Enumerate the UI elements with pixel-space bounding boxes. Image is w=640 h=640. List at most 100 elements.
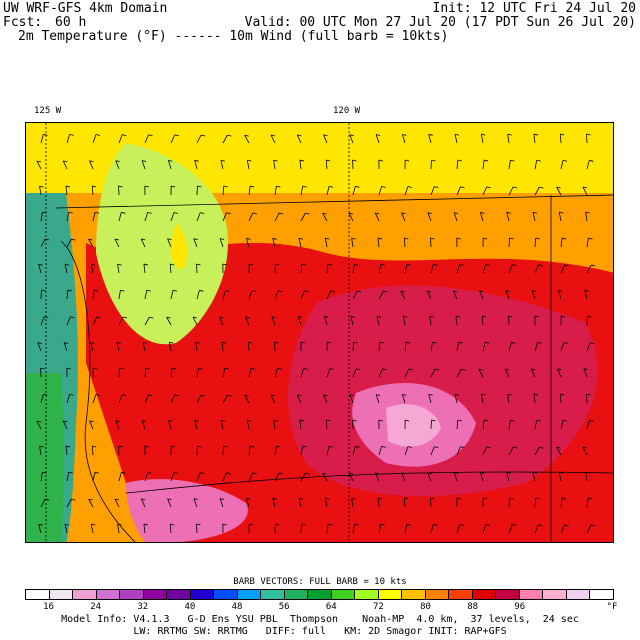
wind-barb bbox=[456, 237, 461, 248]
wind-barb bbox=[40, 393, 48, 404]
wind-barb bbox=[456, 341, 463, 352]
wind-barb bbox=[478, 368, 484, 378]
wind-barb bbox=[352, 523, 359, 534]
wind-barb bbox=[508, 497, 514, 508]
wind-barb bbox=[144, 472, 152, 482]
colorbar-swatch bbox=[190, 590, 215, 599]
wind-barb bbox=[378, 446, 386, 456]
wind-barb bbox=[248, 185, 255, 196]
colorbar-swatch bbox=[96, 590, 121, 599]
wind-barb bbox=[508, 341, 516, 352]
wind-barb bbox=[248, 472, 257, 482]
wind-barb bbox=[222, 445, 228, 456]
wind-barb bbox=[270, 134, 276, 144]
wind-barb bbox=[63, 342, 69, 352]
wind-barb bbox=[144, 134, 153, 144]
wind-barb bbox=[583, 368, 588, 378]
wind-barb bbox=[586, 419, 594, 430]
wind-barb bbox=[196, 134, 206, 144]
wind-barb bbox=[247, 341, 253, 352]
wind-barb bbox=[585, 211, 590, 222]
wind-barb bbox=[506, 471, 511, 482]
wind-barb bbox=[325, 159, 331, 170]
colorbar-swatch bbox=[425, 590, 450, 599]
colorbar-swatch bbox=[472, 590, 497, 599]
wind-barb bbox=[196, 523, 201, 534]
colorbar-swatch bbox=[284, 590, 309, 599]
wind-barb bbox=[378, 263, 385, 274]
wind-barb bbox=[479, 290, 484, 300]
colorbar-swatch bbox=[590, 590, 613, 599]
wind-barb bbox=[352, 368, 361, 378]
wind-barb bbox=[40, 316, 49, 326]
wind-barb bbox=[91, 445, 97, 456]
wind-barb bbox=[222, 134, 232, 144]
wind-barb bbox=[62, 160, 68, 170]
wind-barb bbox=[559, 133, 565, 144]
colorbar-tick-label: 16 bbox=[43, 602, 54, 612]
wind-barb bbox=[404, 159, 410, 170]
wind-barb bbox=[66, 238, 76, 248]
colorbar-tick-label: 40 bbox=[184, 602, 196, 612]
wind-barb bbox=[480, 393, 486, 404]
wind-barb bbox=[66, 211, 73, 222]
wind-barb bbox=[144, 367, 150, 378]
wind-barb bbox=[300, 523, 306, 534]
wind-barb bbox=[504, 368, 510, 378]
wind-barb bbox=[196, 212, 205, 222]
wind-barb bbox=[531, 290, 537, 300]
wind-barb bbox=[456, 368, 466, 378]
wind-barb bbox=[322, 472, 328, 482]
colorbar-swatch bbox=[543, 590, 567, 599]
wind-barb bbox=[299, 419, 305, 430]
wind-barb bbox=[507, 133, 512, 144]
wind-barb bbox=[170, 367, 177, 378]
colorbar-tick-label: 32 bbox=[137, 602, 149, 612]
wind-barb bbox=[556, 186, 562, 196]
wind-barb bbox=[271, 316, 276, 326]
colorbar-tick-label: 64 bbox=[325, 602, 337, 612]
wind-barb bbox=[352, 419, 357, 430]
wind-barb bbox=[430, 446, 439, 456]
wind-barb bbox=[248, 367, 256, 378]
wind-barb bbox=[430, 368, 440, 378]
wind-barb bbox=[400, 290, 406, 300]
wind-barb bbox=[505, 290, 510, 300]
wind-barb bbox=[508, 159, 515, 170]
wind-barb bbox=[296, 134, 302, 144]
wind-barb bbox=[374, 212, 380, 222]
wind-barb bbox=[326, 290, 335, 300]
wind-barb bbox=[482, 497, 488, 508]
wind-barb bbox=[196, 289, 204, 300]
wind-barb bbox=[426, 290, 432, 300]
wind-barb bbox=[586, 159, 594, 170]
wind-barb bbox=[91, 185, 97, 196]
wind-barb bbox=[170, 134, 179, 144]
wind-barb bbox=[194, 159, 199, 170]
colorbar-swatch bbox=[26, 590, 50, 599]
wind-barb bbox=[428, 393, 433, 404]
wind-barb bbox=[170, 472, 179, 482]
wind-barb bbox=[456, 159, 462, 170]
model-info: Model Info: V4.1.3 G-D Ens YSU PBL Thomp… bbox=[61, 614, 579, 625]
wind-barb bbox=[560, 315, 566, 326]
wind-barb bbox=[144, 445, 149, 456]
wind-barb bbox=[404, 368, 413, 378]
wind-barb bbox=[482, 446, 491, 456]
wind-barb bbox=[118, 445, 123, 456]
wind-barb bbox=[219, 498, 225, 508]
basin-light-pink-core bbox=[386, 404, 441, 447]
wind-barb bbox=[118, 316, 128, 326]
wind-barb bbox=[244, 134, 250, 144]
wind-barb bbox=[324, 497, 330, 508]
wind-barb bbox=[401, 134, 407, 144]
boundaries bbox=[45, 123, 613, 542]
wind-barb bbox=[66, 498, 76, 508]
wind-barb bbox=[144, 185, 149, 196]
wind-barb bbox=[323, 134, 328, 144]
wind-barb bbox=[586, 237, 593, 248]
wind-barb bbox=[377, 497, 383, 508]
wind-barb bbox=[220, 419, 226, 430]
wind-barb bbox=[352, 185, 360, 196]
wind-barb bbox=[534, 264, 543, 274]
